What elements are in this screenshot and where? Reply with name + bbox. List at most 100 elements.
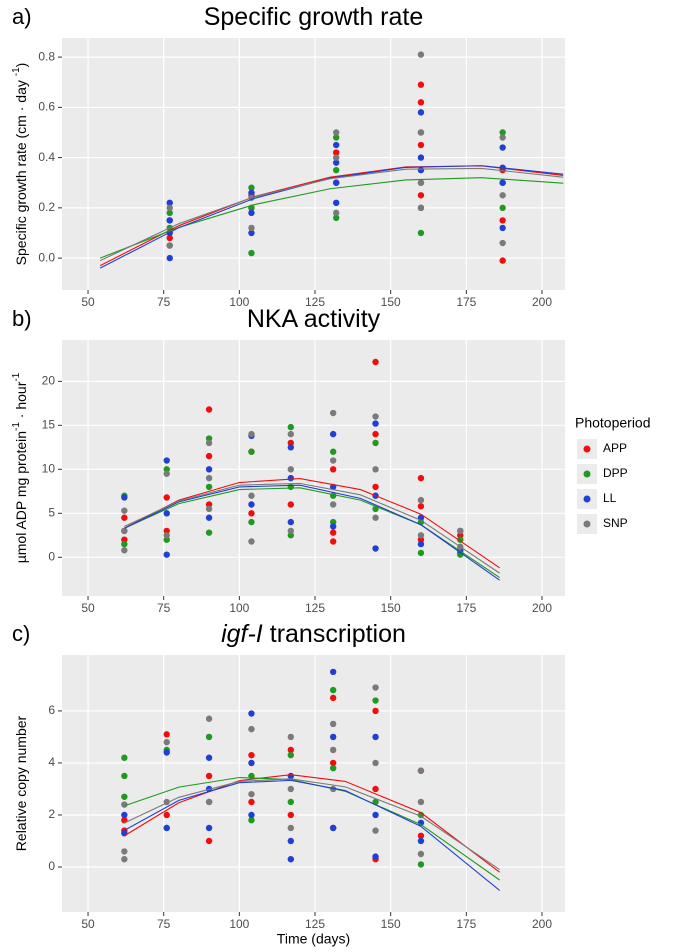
data-point xyxy=(372,420,379,427)
data-point xyxy=(372,430,379,438)
y-tick-label: 5 xyxy=(48,505,55,519)
data-point xyxy=(205,501,213,508)
data-point xyxy=(329,466,337,473)
data-point xyxy=(166,199,173,207)
data-point xyxy=(248,229,255,237)
trend-line xyxy=(124,778,500,871)
data-point xyxy=(287,824,295,832)
plot-background xyxy=(62,38,565,290)
data-point xyxy=(332,214,340,222)
data-point xyxy=(166,234,173,242)
panel-title: igf-I transcription xyxy=(221,620,406,648)
x-tick-label: 200 xyxy=(532,295,552,309)
data-point xyxy=(329,448,337,455)
data-point xyxy=(332,141,340,149)
data-point xyxy=(329,523,337,530)
x-tick-label: 50 xyxy=(81,295,95,309)
x-tick-label: 200 xyxy=(532,917,552,931)
data-point xyxy=(166,204,173,212)
data-point xyxy=(372,439,379,447)
data-point xyxy=(417,767,425,774)
y-tick-label: 15 xyxy=(42,418,56,432)
data-point xyxy=(121,801,128,808)
data-point xyxy=(121,507,128,514)
data-point xyxy=(417,536,425,543)
data-point xyxy=(417,192,425,199)
data-point xyxy=(499,129,506,136)
x-tick-label: 75 xyxy=(157,917,171,931)
data-point xyxy=(287,785,295,793)
y-tick-label: 20 xyxy=(42,374,56,388)
data-point xyxy=(329,457,337,464)
data-point xyxy=(329,759,337,767)
data-point xyxy=(329,501,337,508)
data-point xyxy=(329,409,337,417)
data-point xyxy=(205,435,213,442)
data-point xyxy=(372,697,379,704)
data-point xyxy=(372,413,379,420)
data-point xyxy=(372,733,379,741)
data-point xyxy=(287,444,295,451)
data-point xyxy=(417,798,425,806)
data-point xyxy=(248,538,255,545)
data-point xyxy=(287,483,295,491)
trend-line xyxy=(124,478,500,569)
data-point xyxy=(163,738,170,746)
data-point xyxy=(287,811,295,819)
title-italic: igf-I xyxy=(221,620,263,648)
data-point xyxy=(248,510,255,517)
x-tick-label: 175 xyxy=(456,601,476,615)
data-point xyxy=(499,134,506,141)
trend-line xyxy=(124,774,500,873)
y-label-text: · hour xyxy=(13,381,29,422)
data-point xyxy=(205,824,213,832)
data-point xyxy=(372,466,379,473)
data-point xyxy=(457,536,464,543)
data-point xyxy=(372,483,379,491)
data-point xyxy=(499,217,506,224)
x-tick-label: 75 xyxy=(157,295,171,309)
data-point xyxy=(417,179,425,186)
data-point xyxy=(417,154,425,161)
data-point xyxy=(121,514,128,521)
data-point xyxy=(163,494,170,501)
data-point xyxy=(205,754,213,761)
data-point xyxy=(248,751,255,759)
data-point xyxy=(163,824,170,832)
panel-label: c) xyxy=(12,621,30,646)
data-point xyxy=(121,793,128,800)
data-point xyxy=(121,540,128,548)
data-point xyxy=(499,144,506,151)
data-point xyxy=(287,474,295,482)
data-point xyxy=(287,733,295,741)
y-axis-label: Relative copy number xyxy=(13,715,29,851)
data-point xyxy=(329,538,337,545)
data-point xyxy=(332,154,340,161)
data-point xyxy=(121,547,128,554)
legend-marker xyxy=(583,495,591,503)
data-point xyxy=(121,494,128,501)
data-point xyxy=(499,224,506,232)
data-point xyxy=(248,209,255,217)
data-point xyxy=(372,785,379,793)
x-tick-label: 150 xyxy=(381,601,401,615)
data-point xyxy=(205,772,213,780)
data-point xyxy=(248,816,255,824)
data-point xyxy=(417,832,425,839)
data-point xyxy=(248,189,255,196)
data-point xyxy=(205,452,213,460)
data-point xyxy=(163,731,170,738)
data-point xyxy=(205,514,213,521)
y-label-text: µmol ADP mg protein xyxy=(13,431,29,563)
data-point xyxy=(163,536,170,543)
data-point xyxy=(332,179,340,186)
y-tick-label: 0.2 xyxy=(38,200,55,214)
data-point xyxy=(329,518,337,526)
data-point xyxy=(205,715,213,722)
legend-marker xyxy=(583,445,591,453)
data-point xyxy=(417,549,425,557)
data-point xyxy=(287,532,295,539)
data-point xyxy=(417,496,425,504)
data-point xyxy=(372,514,379,521)
data-point xyxy=(287,746,295,754)
